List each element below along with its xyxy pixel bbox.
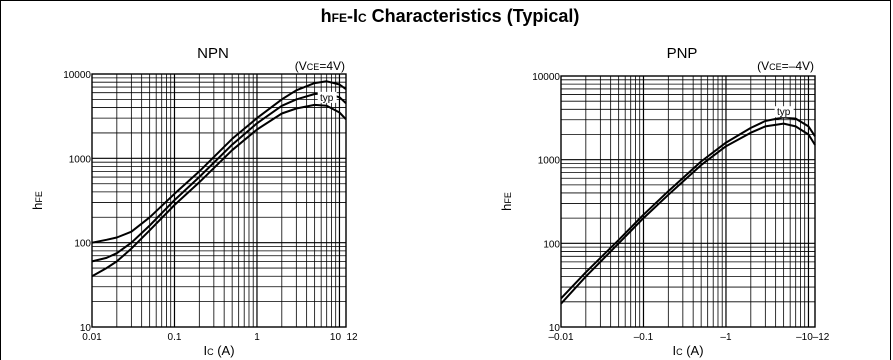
condition-label: (VCE=4V) bbox=[295, 59, 345, 73]
y-axis-label: hFE bbox=[30, 191, 45, 210]
x-tick-label: 0.1 bbox=[168, 332, 182, 343]
x-axis-label: IC (A) bbox=[203, 343, 234, 358]
series-line bbox=[91, 103, 347, 278]
grid bbox=[92, 74, 346, 327]
y-tick-label: 100 bbox=[74, 239, 91, 250]
y-tick-label: 100 bbox=[543, 239, 560, 250]
typ-label-bg bbox=[774, 106, 794, 118]
y-tick-label: 1000 bbox=[538, 156, 561, 167]
series-line bbox=[560, 116, 816, 300]
chart-title: PNP bbox=[667, 45, 698, 62]
condition-label: (VCE=–4V) bbox=[757, 59, 814, 73]
series-line bbox=[560, 122, 816, 305]
x-tick-label: 12 bbox=[346, 332, 358, 343]
npn-chart: typ NPN (VCE=4V) 0.01 0.1 1 10 12 10 100 1000 10000… bbox=[30, 45, 358, 358]
x-tick-label: 1 bbox=[254, 332, 260, 343]
figure-title: hFE-IC Characteristics (Typical) bbox=[321, 6, 580, 26]
x-tick-label: –1 bbox=[720, 332, 732, 343]
y-tick-label: 10000 bbox=[532, 72, 560, 83]
x-axis-label: IC (A) bbox=[672, 343, 703, 358]
plot-border bbox=[91, 73, 347, 328]
y-tick-label: 10 bbox=[549, 323, 561, 334]
typ-label-bg bbox=[317, 91, 337, 103]
y-axis-label: hFE bbox=[499, 192, 514, 211]
x-tick-label: –0.01 bbox=[548, 332, 573, 343]
pnp-chart: typ PNP (VCE=–4V) –0.01 –0.1 –1 –10 –12 10 100 100… bbox=[499, 45, 830, 358]
x-tick-label: –10 bbox=[796, 332, 813, 343]
typ-label: typ bbox=[320, 93, 334, 104]
typ-label: typ bbox=[777, 107, 791, 118]
x-tick-label: –0.1 bbox=[634, 332, 654, 343]
x-tick-label: –12 bbox=[813, 332, 830, 343]
y-tick-label: 1000 bbox=[69, 154, 92, 165]
chart-title: NPN bbox=[197, 45, 229, 62]
x-tick-label: 10 bbox=[330, 332, 342, 343]
y-tick-label: 10 bbox=[80, 323, 92, 334]
x-tick-label: 0.01 bbox=[82, 332, 102, 343]
y-tick-label: 10000 bbox=[63, 70, 91, 81]
series-line bbox=[91, 80, 347, 244]
plot-border bbox=[560, 75, 816, 328]
